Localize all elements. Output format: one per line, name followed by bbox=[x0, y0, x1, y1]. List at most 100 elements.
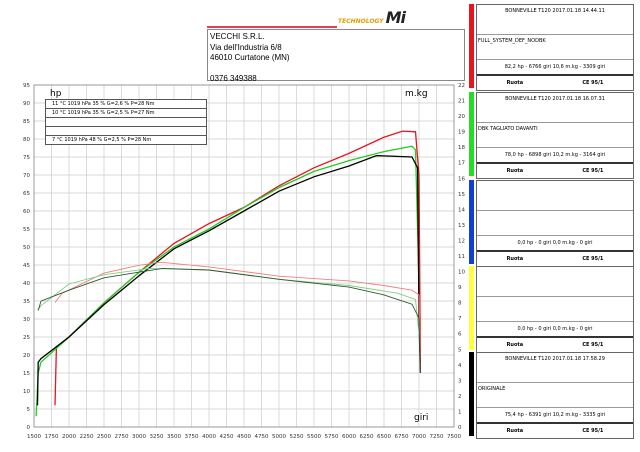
x-tick-label: 7500 bbox=[447, 434, 461, 440]
run-name: FULL_SYSTEM_DEF_NODBK bbox=[477, 35, 633, 60]
run-footer: Ruota CE 95/1 bbox=[477, 76, 633, 90]
legend-row: 7 °C 1019 hPa 48 % G=2,5 % P=28 Nm bbox=[52, 137, 152, 143]
y-tick-label: 20 bbox=[23, 353, 30, 359]
series-line-mkg bbox=[37, 267, 421, 373]
run-color-bar bbox=[469, 92, 474, 176]
legend-row bbox=[46, 118, 206, 127]
y2-tick-label: 3 bbox=[458, 378, 462, 384]
run-footer: Ruota CE 95/1 bbox=[477, 164, 633, 178]
x-tick-label: 2500 bbox=[97, 434, 111, 440]
run-standard: CE 95/1 bbox=[582, 342, 604, 348]
run-footer: Ruota CE 95/1 bbox=[477, 252, 633, 266]
run-name bbox=[477, 211, 633, 236]
y-tick-label: 0 bbox=[27, 425, 31, 431]
company-city: 46010 Curtatone (MN) bbox=[210, 53, 290, 62]
y2-tick-label: 13 bbox=[458, 223, 465, 229]
run-card[interactable]: 0,0 hp - 0 giri 0,0 m.kg - 0 giri Ruota C… bbox=[476, 266, 634, 353]
x-tick-label: 3000 bbox=[132, 434, 146, 440]
y2-tick-label: 14 bbox=[458, 207, 465, 213]
x-tick-label: 5750 bbox=[325, 434, 339, 440]
legend-row: 10 °C 1019 hPa 35 % G=2,5 % P=27 Nm bbox=[46, 109, 206, 118]
y2-tick-label: 11 bbox=[458, 254, 465, 260]
x-tick-label: 5500 bbox=[307, 434, 321, 440]
series-line-hp bbox=[35, 145, 420, 417]
y2-tick-label: 8 bbox=[458, 301, 462, 307]
run-name bbox=[477, 297, 633, 322]
y2-tick-label: 4 bbox=[458, 363, 462, 369]
y-tick-label: 35 bbox=[23, 299, 30, 305]
x-tick-label: 3750 bbox=[185, 434, 199, 440]
y-axis-label: hp bbox=[50, 89, 62, 99]
y2-tick-label: 19 bbox=[458, 130, 465, 136]
run-card[interactable]: BONNEVILLE T120 2017.01.18 14.44.11 FULL… bbox=[476, 4, 634, 91]
x-tick-label: 1500 bbox=[27, 434, 41, 440]
x-tick-label: 2250 bbox=[80, 434, 94, 440]
x-tick-label: 6750 bbox=[395, 434, 409, 440]
y2-tick-label: 10 bbox=[458, 270, 465, 276]
x-tick-label: 5000 bbox=[272, 434, 286, 440]
y-tick-label: 15 bbox=[23, 371, 30, 377]
x-tick-label: 6000 bbox=[342, 434, 356, 440]
x-tick-label: 4750 bbox=[255, 434, 269, 440]
run-footer: Ruota CE 95/1 bbox=[477, 424, 633, 438]
company-box: VECCHI S.R.L. Via dell'Industria 6/8 460… bbox=[207, 29, 465, 83]
series-line-hp bbox=[54, 130, 422, 406]
x-tick-label: 1750 bbox=[45, 434, 59, 440]
logo-text: TECHNOLOGY bbox=[338, 18, 384, 25]
run-header bbox=[477, 181, 633, 211]
run-values: 75,4 hp - 6391 giri 10,2 m.kg - 3335 gir… bbox=[477, 408, 633, 424]
y2-tick-label: 21 bbox=[458, 99, 465, 105]
y2-tick-label: 16 bbox=[458, 176, 465, 182]
series-line-hp bbox=[36, 154, 422, 406]
y2-tick-label: 15 bbox=[458, 192, 465, 198]
company-street: Via dell'Industria 6/8 bbox=[210, 42, 282, 52]
conditions-legend: 11 °C 1019 hPa 35 % G=2,6 % P=28 Nm 10 °… bbox=[45, 99, 207, 145]
y2-tick-label: 1 bbox=[458, 409, 462, 415]
logo: TECHNOLOGY Mi bbox=[338, 8, 406, 27]
y-tick-label: 60 bbox=[23, 209, 30, 215]
y2-axis-label: m.kg bbox=[405, 89, 428, 99]
run-header: BONNEVILLE T120 2017.01.18 17.58.29 bbox=[477, 353, 633, 383]
x-tick-label: 3500 bbox=[167, 434, 181, 440]
dyno-chart: 1500 1750 2000 2250 2500 2750 3000 3250 3500 3750… bbox=[23, 83, 465, 440]
run-mode: Ruota bbox=[506, 168, 524, 174]
run-standard: CE 95/1 bbox=[582, 256, 604, 262]
y-tick-label: 40 bbox=[23, 281, 30, 287]
x-tick-label: 4250 bbox=[220, 434, 234, 440]
y-tick-label: 55 bbox=[23, 227, 30, 233]
run-card[interactable]: BONNEVILLE T120 2017.01.18 16.07.31 DBK … bbox=[476, 92, 634, 179]
x-tick-label: 7250 bbox=[430, 434, 444, 440]
y2-tick-label: 18 bbox=[458, 145, 465, 151]
legend-row bbox=[46, 127, 206, 136]
x-tick-label: 4000 bbox=[202, 434, 216, 440]
run-color-bar bbox=[469, 4, 474, 88]
run-card[interactable]: 0,0 hp - 0 giri 0,0 m.kg - 0 giri Ruota C… bbox=[476, 180, 634, 267]
x-tick-label: 7000 bbox=[412, 434, 426, 440]
y-tick-label: 10 bbox=[23, 389, 30, 395]
y2-tick-label: 17 bbox=[458, 161, 465, 167]
run-standard: CE 95/1 bbox=[582, 80, 604, 86]
run-card[interactable]: BONNEVILLE T120 2017.01.18 17.58.29 ORIG… bbox=[476, 352, 634, 439]
y2-tick-label: 7 bbox=[458, 316, 462, 322]
run-mode: Ruota bbox=[506, 342, 524, 348]
run-standard: CE 95/1 bbox=[582, 428, 604, 434]
plot-frame bbox=[33, 84, 455, 428]
run-header bbox=[477, 267, 633, 297]
y2-tick-label: 22 bbox=[458, 83, 465, 89]
y2-tick-label: 12 bbox=[458, 238, 465, 244]
run-name: ORIGINALE bbox=[477, 383, 633, 408]
y-tick-label: 45 bbox=[23, 263, 30, 269]
x-tick-label: 6250 bbox=[360, 434, 374, 440]
y-tick-label: 90 bbox=[23, 101, 30, 107]
header-line bbox=[207, 26, 337, 28]
logo-mark: Mi bbox=[385, 8, 406, 27]
run-mode: Ruota bbox=[506, 80, 524, 86]
y-tick-label: 5 bbox=[27, 407, 31, 413]
run-values: 0,0 hp - 0 giri 0,0 m.kg - 0 giri bbox=[477, 322, 633, 338]
x-tick-label: 2000 bbox=[62, 434, 76, 440]
run-standard: CE 95/1 bbox=[582, 168, 604, 174]
y-tick-label: 30 bbox=[23, 317, 30, 323]
run-footer: Ruota CE 95/1 bbox=[477, 338, 633, 352]
run-values: 78,0 hp - 6898 giri 10,2 m.kg - 3164 gir… bbox=[477, 148, 633, 164]
y-tick-label: 80 bbox=[23, 137, 30, 143]
